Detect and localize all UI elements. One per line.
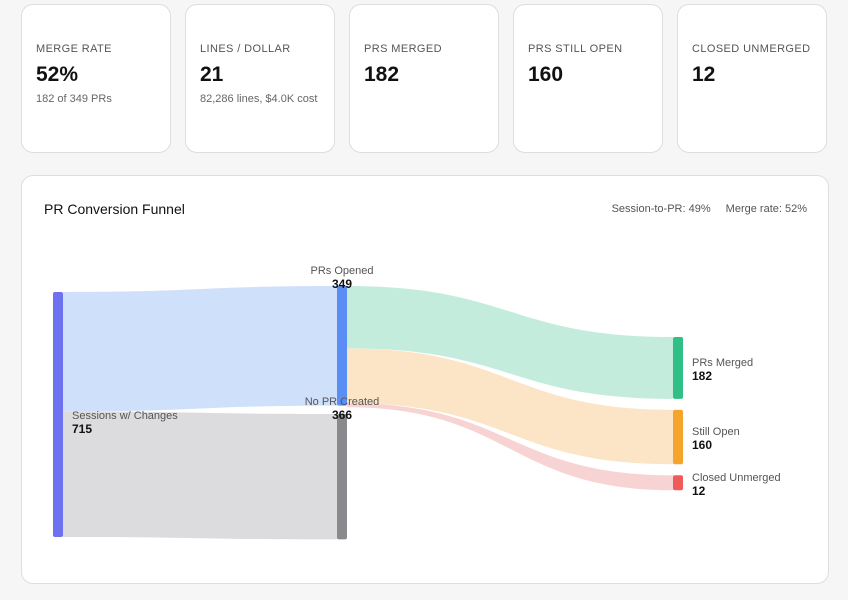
node-bar-open xyxy=(673,409,683,465)
merge-rate-stat: Merge rate: 52% xyxy=(725,203,807,215)
kpi-label: LINES / DOLLAR xyxy=(200,43,291,55)
kpi-card-prs-merged: PRS MERGED 182 xyxy=(349,4,499,153)
kpi-label: CLOSED UNMERGED xyxy=(692,43,811,55)
kpi-card-lines-per-dollar: LINES / DOLLAR 21 82,286 lines, $4.0K co… xyxy=(185,4,335,153)
node-bar-opened xyxy=(337,286,347,406)
link-opened-to-merged xyxy=(347,286,673,399)
funnel-stats: Session-to-PR: 49% Merge rate: 52% xyxy=(612,203,807,215)
kpi-label: PRS MERGED xyxy=(364,43,442,55)
session-to-pr-stat: Session-to-PR: 49% xyxy=(611,203,711,215)
node-label-closed: Closed Unmerged xyxy=(692,472,781,484)
node-value-opened: 349 xyxy=(332,277,352,291)
kpi-card-closed-unmerged: CLOSED UNMERGED 12 xyxy=(677,4,827,153)
node-label-sessions: Sessions w/ Changes xyxy=(72,410,178,422)
kpi-value: 160 xyxy=(528,63,564,86)
link-sessions-to-opened xyxy=(63,286,337,412)
kpi-label: PRS STILL OPEN xyxy=(528,43,623,55)
kpi-value: 52% xyxy=(36,63,79,86)
kpi-card-merge-rate: MERGE RATE 52% 182 of 349 PRs xyxy=(21,4,171,153)
node-value-sessions: 715 xyxy=(72,422,92,436)
node-label-open: Still Open xyxy=(692,426,740,438)
node-bar-nopr xyxy=(337,414,347,540)
kpi-card-prs-still-open: PRS STILL OPEN 160 xyxy=(513,4,663,153)
kpi-subtext: 182 of 349 PRs xyxy=(36,93,112,105)
node-value-merged: 182 xyxy=(692,369,712,383)
node-label-opened: PRs Opened xyxy=(311,265,374,277)
node-value-nopr: 366 xyxy=(332,408,352,422)
node-label-merged: PRs Merged xyxy=(692,357,753,369)
kpi-subtext: 82,286 lines, $4.0K cost xyxy=(200,93,318,105)
funnel-title: PR Conversion Funnel xyxy=(44,201,185,217)
node-value-closed: 12 xyxy=(692,484,706,498)
kpi-value: 12 xyxy=(692,63,716,86)
kpi-value: 21 xyxy=(200,63,224,86)
node-label-nopr: No PR Created xyxy=(305,396,380,408)
link-opened-to-open xyxy=(347,348,673,465)
node-value-open: 160 xyxy=(692,438,712,452)
link-sessions-to-nopr xyxy=(63,411,337,540)
kpi-value: 182 xyxy=(364,63,400,86)
node-bar-sessions xyxy=(53,292,63,537)
node-bar-merged xyxy=(673,337,683,399)
link-opened-to-closed xyxy=(347,403,673,491)
kpi-label: MERGE RATE xyxy=(36,43,112,55)
node-bar-closed xyxy=(673,475,683,491)
